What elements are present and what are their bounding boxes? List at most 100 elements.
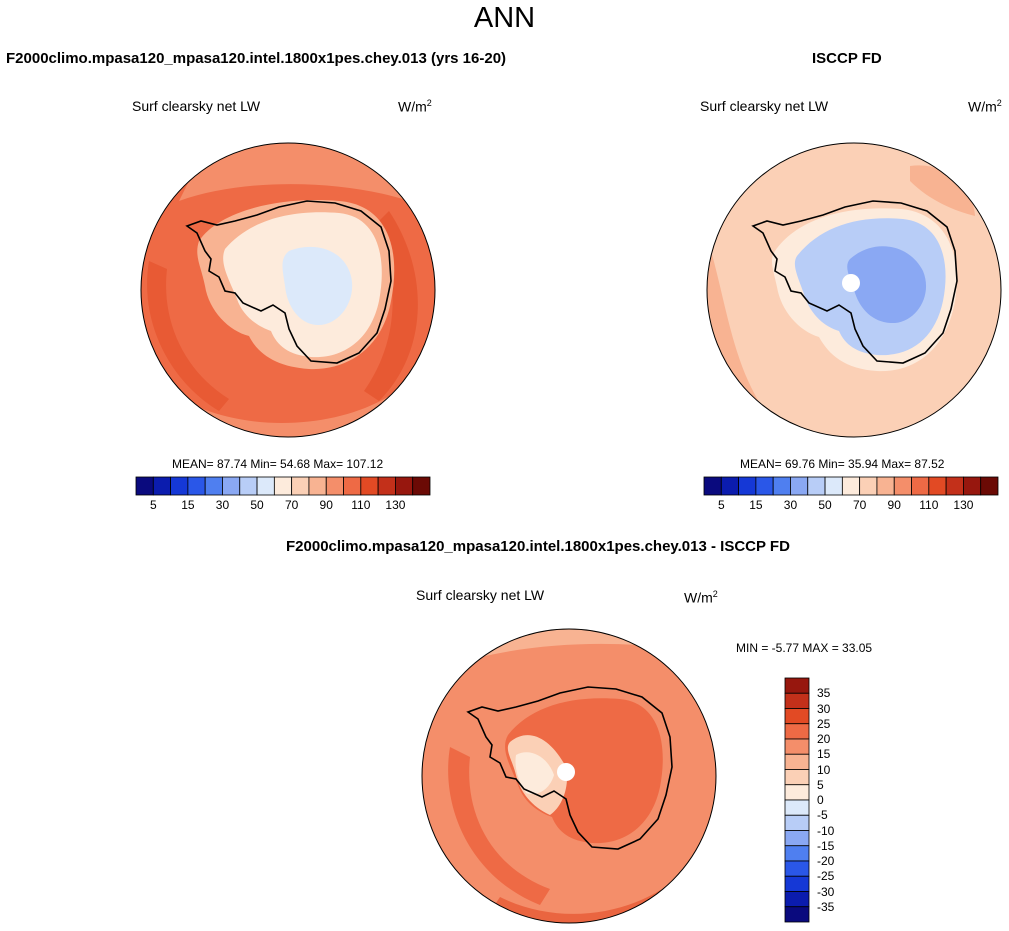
colorbar-tick-label: -30 xyxy=(817,884,835,899)
panel-obs-title: ISCCP FD xyxy=(812,50,882,67)
colorbar-box xyxy=(824,476,843,496)
colorbar-box xyxy=(412,476,431,496)
colorbar-tick-label: -10 xyxy=(817,823,835,838)
colorbar-box xyxy=(980,476,999,496)
interior-high xyxy=(847,246,927,324)
north-band xyxy=(179,152,409,201)
coastline xyxy=(751,200,958,364)
panel-model-variable: Surf clearsky net LW xyxy=(132,98,261,114)
colorbar-box xyxy=(876,476,895,496)
panel-obs-colorbar-ticks: 5 15 30 50 70 90 110 130 xyxy=(704,498,998,514)
colorbar-box xyxy=(377,476,396,496)
interior-low xyxy=(282,246,353,326)
colorbar-box xyxy=(204,476,223,496)
colorbar-tick-label: -15 xyxy=(817,838,835,853)
east-strong-band xyxy=(364,211,418,401)
colorbar-box xyxy=(807,476,826,496)
colorbar-box xyxy=(343,476,362,496)
colorbar-tick-label: 30 xyxy=(783,498,798,512)
colorbar-tick-label: 20 xyxy=(817,732,831,746)
colorbar-tick-label: 130 xyxy=(953,498,974,512)
panel-diff-stats: MIN = -5.77 MAX = 33.05 xyxy=(736,641,873,655)
panel-model-map xyxy=(140,142,436,438)
west-strong-band xyxy=(147,261,229,411)
panel-obs-map xyxy=(706,142,1002,438)
colorbar-tick-label: -35 xyxy=(817,899,835,914)
colorbar-tick-label: 30 xyxy=(215,498,230,512)
colorbar-box xyxy=(911,476,930,496)
interior-west xyxy=(515,752,554,795)
colorbar-box xyxy=(703,476,722,496)
panel-diff-colorbar-ticks: 35 30 25 20 15 10 5 0 -5 -10 -15 -20 -25 -30 -35 xyxy=(785,678,855,922)
colorbar-box xyxy=(945,476,964,496)
colorbar-box xyxy=(187,476,206,496)
colorbar-tick-label: 15 xyxy=(181,498,195,512)
colorbar-tick-label: -25 xyxy=(817,869,835,884)
panel-model-title: F2000climo.mpasa120_mpasa120.intel.1800x… xyxy=(6,50,507,67)
colorbar-box xyxy=(784,906,810,923)
colorbar-tick-label: 35 xyxy=(817,686,831,701)
page-title: ANN xyxy=(473,2,536,34)
colorbar-tick-label: 10 xyxy=(817,762,831,777)
colorbar-box xyxy=(308,476,327,496)
colorbar-tick-label: -20 xyxy=(817,854,835,868)
colorbar-box xyxy=(841,476,861,496)
colorbar-tick-label: 70 xyxy=(284,498,299,512)
colorbar-tick-label: 5 xyxy=(149,498,157,512)
ne-warm-patch xyxy=(910,165,975,216)
colorbar-tick-label: 15 xyxy=(749,498,763,512)
colorbar-tick-label: 110 xyxy=(919,498,939,512)
panel-diff-colorbar xyxy=(784,677,810,923)
panel-model-stats: MEAN= 87.74 Min= 54.68 Max= 107.12 xyxy=(172,457,384,471)
panel-diff-title: F2000climo.mpasa120_mpasa120.intel.1800x… xyxy=(286,538,790,555)
colorbar-box xyxy=(222,476,241,496)
coastline xyxy=(466,686,673,850)
colorbar-box xyxy=(893,476,912,496)
coastline xyxy=(185,200,392,364)
colorbar-box xyxy=(755,476,774,496)
colorbar-tick-label: 50 xyxy=(250,498,264,512)
colorbar-tick-label: 5 xyxy=(717,498,725,512)
colorbar-box xyxy=(738,476,757,496)
colorbar-box xyxy=(772,476,791,496)
colorbar-box xyxy=(720,476,739,496)
polar-hole xyxy=(557,763,575,781)
colorbar-box xyxy=(135,476,154,496)
colorbar-tick-label: 30 xyxy=(817,701,831,716)
colorbar-box xyxy=(170,476,189,496)
panel-model-colorbar xyxy=(135,476,431,496)
colorbar-box xyxy=(790,476,809,496)
panel-model-colorbar-ticks: 5 15 30 50 70 90 110 130 xyxy=(136,498,430,514)
colorbar-tick-label: 5 xyxy=(817,777,824,792)
colorbar-box xyxy=(325,476,344,496)
colorbar-tick-label: 110 xyxy=(351,498,371,512)
colorbar-tick-label: 50 xyxy=(818,498,832,512)
colorbar-tick-label: 90 xyxy=(319,498,333,512)
colorbar-box xyxy=(291,476,310,496)
panel-model-units: W/m2 xyxy=(398,98,432,115)
west-strong-band xyxy=(448,747,550,905)
panel-obs-stats: MEAN= 69.76 Min= 35.94 Max= 87.52 xyxy=(740,457,945,471)
colorbar-box xyxy=(273,476,293,496)
colorbar-box xyxy=(152,476,171,496)
colorbar-box xyxy=(963,476,982,496)
colorbar-box xyxy=(360,476,379,496)
colorbar-tick-label: 0 xyxy=(817,793,824,807)
colorbar-box xyxy=(256,476,275,496)
colorbar-box xyxy=(239,476,258,496)
panel-obs-colorbar xyxy=(703,476,999,496)
colorbar-tick-label: 70 xyxy=(852,498,867,512)
panel-diff-variable: Surf clearsky net LW xyxy=(416,587,545,603)
panel-diff-units: W/m2 xyxy=(684,589,718,606)
panel-diff-map xyxy=(421,628,717,924)
panel-obs-variable: Surf clearsky net LW xyxy=(700,98,829,114)
colorbar-tick-label: 15 xyxy=(817,747,831,762)
colorbar-tick-label: 90 xyxy=(887,498,901,512)
colorbar-box xyxy=(859,476,878,496)
colorbar-tick-label: 25 xyxy=(817,716,831,731)
colorbar-tick-label: 130 xyxy=(385,498,406,512)
colorbar-box xyxy=(928,476,947,496)
colorbar-tick-label: -5 xyxy=(817,808,828,823)
colorbar-box xyxy=(395,476,414,496)
panel-obs-units: W/m2 xyxy=(968,98,1002,115)
